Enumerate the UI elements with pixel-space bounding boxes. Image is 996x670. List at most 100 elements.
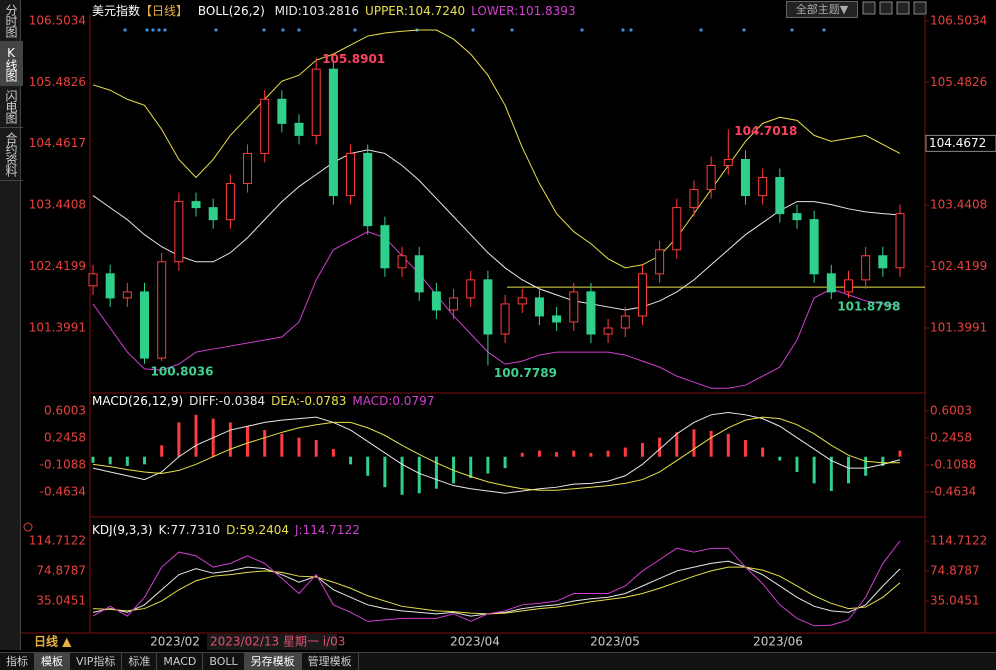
y-tick-label: 74.8787 [930, 564, 980, 578]
period: 【日线】 [140, 4, 189, 18]
y-tick-label: -0.4634 [930, 485, 976, 499]
legend: J:114.7122 [295, 523, 360, 537]
tab[interactable]: BOLL [203, 653, 245, 670]
macd-bar [864, 456, 868, 476]
tab[interactable]: 指标 [0, 653, 35, 670]
bottom-tabs: 指标 模板 VIP指标 标准 MACD BOLL 另存模板 管理模板 [0, 652, 996, 670]
macd-bar [692, 429, 696, 457]
macd-bar [246, 426, 250, 457]
x-tick-label: 2023/02 [150, 635, 200, 649]
legend: LOWER:101.8393 [471, 4, 576, 18]
y-tick-label: 105.4826 [930, 75, 987, 89]
y-tick-label: 0.2458 [930, 430, 972, 444]
candle-body [878, 255, 888, 269]
y-tick-label: 105.4826 [29, 75, 86, 89]
tab[interactable]: 另存模板 [244, 653, 302, 670]
macd-bar [520, 452, 524, 457]
candle-body [655, 249, 665, 275]
candle-body [706, 164, 716, 191]
candle-body [260, 98, 270, 154]
candle-body [569, 291, 579, 323]
candle-body [140, 291, 150, 359]
theme-button[interactable]: 全部主题▼ [786, 1, 858, 18]
y-tick-label: 103.4408 [930, 198, 987, 212]
candle-body [449, 297, 459, 311]
macd-bar [572, 450, 576, 457]
panel-icon [23, 522, 33, 532]
macd-bar [623, 447, 627, 457]
candle-body [174, 201, 184, 263]
macd-bar [400, 456, 404, 495]
macd-bar [537, 450, 541, 457]
tab[interactable]: 管理模板 [302, 653, 359, 670]
legend: UPPER:104.7240 [365, 4, 466, 18]
macd-bar [778, 456, 782, 461]
macd-bar [589, 452, 593, 457]
y-tick-label: 103.4408 [29, 198, 86, 212]
sidebar-tab[interactable]: 合约资料 [0, 128, 23, 181]
macd-bar [417, 456, 421, 494]
macd-bar [606, 450, 610, 457]
candle-body [294, 122, 304, 136]
macd-bar [108, 456, 112, 465]
macd-bar [761, 447, 765, 457]
period-label: 日线 ▲ [34, 634, 72, 649]
y-tick-label: 101.3991 [29, 321, 86, 335]
candle-body [517, 297, 527, 305]
sidebar-tab[interactable]: 分时图 [0, 0, 23, 42]
macd-bar [160, 445, 164, 457]
series-line [92, 231, 901, 389]
low-label: 100.7789 [494, 366, 557, 380]
candle-body [689, 189, 699, 209]
macd-bar [366, 456, 370, 476]
indicator: BOLL(26,2) [197, 4, 265, 18]
legend: MID:103.2816 [274, 4, 360, 18]
candle-body [397, 255, 407, 269]
window-icons [862, 1, 927, 15]
candle-body [775, 177, 785, 215]
macd-bar [726, 433, 730, 457]
candle-body [414, 255, 424, 293]
tab[interactable]: MACD [157, 653, 204, 670]
candle-body [483, 279, 493, 335]
candle-body [603, 327, 613, 335]
sidebar-tab[interactable]: 闪电图 [0, 86, 23, 128]
series-line [92, 149, 901, 311]
candle-body [809, 219, 819, 275]
macd-bar [881, 456, 885, 466]
macd-bar [434, 456, 438, 489]
plot [91, 412, 902, 495]
sidebar-tab[interactable]: K线图 [0, 42, 23, 86]
y-tick-label: 35.0451 [36, 594, 86, 608]
tab[interactable]: 标准 [122, 653, 158, 670]
macd-bar [91, 456, 95, 463]
y-tick-label: 35.0451 [930, 594, 980, 608]
macd-bar [194, 414, 198, 457]
macd-bar [829, 456, 833, 491]
tab[interactable]: VIP指标 [70, 653, 123, 670]
tab[interactable]: 模板 [35, 653, 70, 670]
macd-bar [314, 439, 318, 457]
y-tick-label: 102.4199 [930, 259, 987, 273]
legend: DIFF:-0.0384 [189, 394, 266, 408]
candle-body [311, 68, 321, 136]
candle-body [740, 158, 750, 197]
candle-body [723, 158, 733, 166]
signal-dots [123, 28, 826, 32]
candle-body [672, 207, 682, 251]
cursor-date-box [207, 634, 337, 650]
low-label: 101.8798 [837, 300, 900, 314]
y-tick-label: 0.2458 [44, 430, 86, 444]
series-line [92, 560, 901, 617]
last-price-box [925, 134, 996, 152]
macd-bar [297, 437, 301, 457]
x-tick-label: 2023/04 [450, 635, 500, 649]
y-tick-label: -0.4634 [40, 485, 86, 499]
macd-bar [709, 430, 713, 457]
candle-body [157, 261, 167, 359]
y-tick-label: 106.5034 [29, 13, 86, 27]
macd-bar [555, 452, 559, 457]
macd-bar [658, 437, 662, 457]
